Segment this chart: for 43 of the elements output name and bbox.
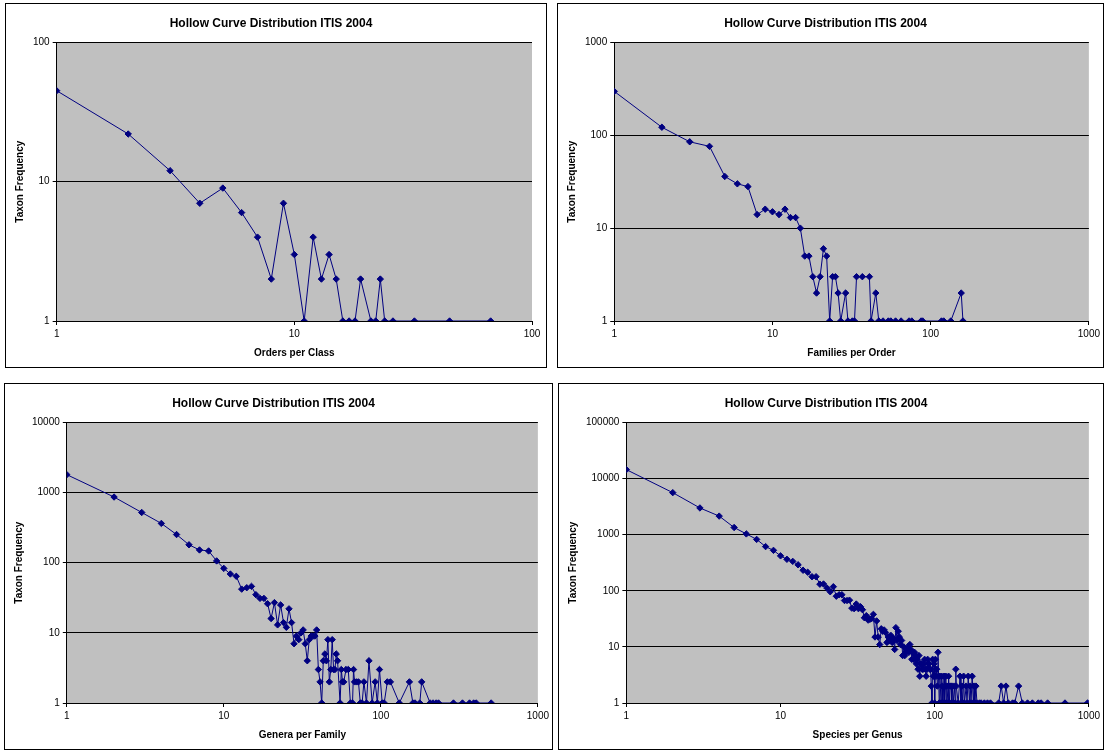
- y-axis-title: Taxon Frequency: [12, 521, 24, 604]
- y-tick-label: 10000: [32, 416, 61, 428]
- x-tick-label: 100: [922, 327, 940, 339]
- y-tick-label: 10000: [591, 472, 620, 484]
- chart-title: Hollow Curve Distribution ITIS 2004: [724, 395, 928, 410]
- y-tick-label: 10: [38, 175, 51, 187]
- y-axis-title: Taxon Frequency: [566, 521, 578, 604]
- x-tick-label: 10: [288, 327, 301, 339]
- x-tick-label: 1: [64, 709, 71, 721]
- y-tick-label: 1: [54, 696, 61, 708]
- x-tick-label: 100: [926, 709, 944, 721]
- y-tick-label: 100: [33, 36, 51, 48]
- x-tick-label: 1000: [1077, 709, 1101, 721]
- y-axis-title: Taxon Frequency: [565, 140, 577, 223]
- y-tick-label: 1: [613, 696, 620, 708]
- y-tick-label: 1000: [597, 528, 620, 540]
- x-axis-title: Genera per Family: [258, 728, 347, 740]
- x-tick-label: 10: [218, 709, 230, 721]
- y-tick-label: 10: [608, 640, 620, 652]
- chart-title: Hollow Curve Distribution ITIS 2004: [169, 15, 373, 30]
- x-tick-label: 1: [623, 709, 630, 721]
- y-tick-label: 100: [602, 584, 620, 596]
- x-tick-label: 1000: [1077, 327, 1101, 339]
- y-tick-label: 10: [596, 221, 608, 233]
- x-tick-label: 100: [372, 709, 390, 721]
- x-tick-label: 10: [766, 327, 779, 339]
- y-tick-label: 100000: [585, 416, 620, 428]
- x-tick-label: 1000: [526, 709, 550, 721]
- y-axis-title: Taxon Frequency: [13, 140, 25, 223]
- chart-title: Hollow Curve Distribution ITIS 2004: [172, 395, 376, 410]
- y-tick-label: 1000: [585, 36, 608, 48]
- x-tick-label: 10: [774, 709, 787, 721]
- x-axis-title: Families per Order: [807, 346, 896, 358]
- y-tick-label: 1: [601, 314, 608, 326]
- y-tick-label: 10: [48, 626, 61, 638]
- x-tick-label: 100: [523, 327, 541, 339]
- y-tick-label: 1000: [37, 486, 61, 498]
- y-tick-label: 100: [590, 129, 608, 141]
- x-axis-title: Orders per Class: [254, 346, 336, 358]
- x-axis-title: Species per Genus: [812, 728, 904, 740]
- chart-title: Hollow Curve Distribution ITIS 2004: [724, 15, 928, 30]
- y-tick-label: 1: [44, 314, 51, 326]
- y-tick-label: 100: [43, 556, 61, 568]
